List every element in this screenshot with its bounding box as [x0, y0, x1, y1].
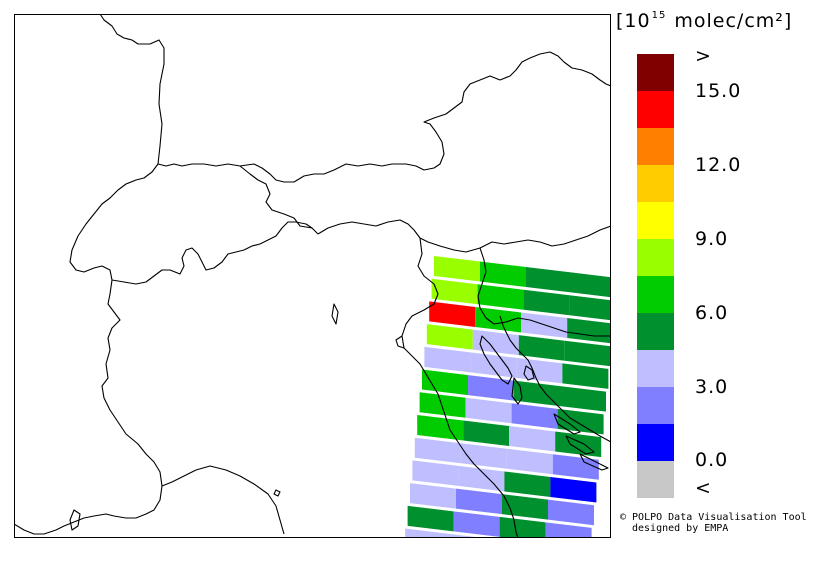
- island-dalmatia-2: [565, 435, 595, 455]
- swath-pixel: [458, 465, 505, 492]
- border-north: [99, 14, 611, 183]
- coast-croatia: [499, 315, 611, 443]
- swath-pixel: [470, 352, 517, 378]
- swath-pixel: [465, 397, 512, 424]
- swath-pixel: [502, 494, 548, 520]
- border-slovenia: [477, 247, 611, 337]
- swath-pixel: [557, 408, 604, 435]
- swath-pixel: [431, 278, 478, 305]
- swath-pixel: [426, 324, 473, 350]
- swath-pixel: [552, 454, 599, 480]
- colorbar-label-15: 15.0: [695, 80, 742, 102]
- colorbar-cell: [637, 350, 674, 387]
- swath-pixel: [405, 528, 452, 538]
- map-frame: [14, 14, 611, 538]
- colorbar-unit-label: [1015 molec/cm²]: [616, 10, 793, 32]
- swath-pixel: [516, 357, 563, 384]
- colorbar-cell: [637, 165, 674, 202]
- country-borders: [14, 14, 611, 538]
- swath-pixel: [429, 301, 476, 327]
- colorbar-label-under: <: [695, 477, 712, 499]
- swath-pixel: [477, 284, 524, 310]
- island-corsica: [69, 509, 81, 531]
- colorbar-label-0: 0.0: [695, 449, 729, 471]
- island-elba: [273, 489, 281, 497]
- swath-pixel: [518, 335, 565, 361]
- swath-pixel: [569, 295, 611, 321]
- colorbar: [637, 54, 674, 498]
- swath-pixel: [511, 403, 558, 429]
- swath-pixel: [422, 369, 468, 396]
- swath-pixel: [412, 460, 459, 486]
- swath-pixel: [506, 448, 553, 475]
- swath-pixel: [417, 414, 464, 441]
- swath-pixel: [475, 306, 522, 333]
- swath-pixel: [567, 317, 611, 344]
- border-swiss-austria: [239, 165, 313, 229]
- colorbar-label-12: 12.0: [695, 154, 742, 176]
- swath-pixel: [407, 505, 454, 532]
- swath-pixel: [453, 511, 500, 537]
- swath-pixel: [514, 380, 560, 407]
- satellite-swath: [405, 256, 611, 538]
- colorbar-label-over: >: [695, 45, 712, 67]
- border-swiss-italy: [111, 221, 319, 285]
- swath-pixel: [564, 340, 611, 367]
- lake-garda: [331, 303, 339, 325]
- swath-pixel: [560, 386, 606, 412]
- credit-text: © POLPO Data Visualisation Tool designed…: [620, 512, 807, 534]
- map-panel[interactable]: [14, 14, 611, 538]
- island-dalmatia-1: [553, 413, 581, 435]
- island-cres: [511, 377, 523, 405]
- border-west: [14, 163, 163, 535]
- colorbar-cell: [637, 424, 674, 461]
- credit-line-1: © POLPO Data Visualisation Tool: [620, 512, 807, 523]
- swath-pixel: [526, 267, 572, 293]
- swath-pixel: [523, 289, 570, 316]
- swath-pixel: [545, 522, 592, 538]
- credit-line-2: designed by EMPA: [632, 523, 729, 534]
- swath-pixel: [463, 420, 510, 447]
- colorbar-cell: [637, 313, 674, 350]
- swath-pixel: [468, 375, 514, 401]
- coast-adriatic: [401, 237, 519, 538]
- swath-pixel: [562, 363, 609, 389]
- colorbar-cell: [637, 387, 674, 424]
- colorbar-label-9: 9.0: [695, 228, 729, 250]
- swath-pixel: [550, 476, 597, 503]
- swath-pixel: [555, 431, 602, 458]
- swath-pixel: [572, 272, 611, 298]
- swath-pixel: [509, 426, 556, 452]
- coast-istria: [479, 335, 513, 385]
- map-canvas[interactable]: [14, 14, 611, 538]
- island-krk: [523, 365, 535, 381]
- swath-pixel: [499, 516, 546, 538]
- swath-pixel: [480, 261, 526, 288]
- colorbar-label-6: 6.0: [695, 302, 729, 324]
- colorbar-cell: [637, 276, 674, 313]
- colorbar-cell: [637, 54, 674, 91]
- swath-pixel: [456, 488, 502, 515]
- colorbar-cell: [637, 128, 674, 165]
- swath-pixel: [410, 483, 456, 509]
- swath-pixel: [472, 329, 519, 356]
- swath-pixel: [424, 346, 471, 373]
- swath-pixel: [434, 256, 480, 282]
- coast-ligurian: [161, 465, 285, 535]
- colorbar-cell: [637, 239, 674, 276]
- swath-pixel: [504, 471, 551, 497]
- colorbar-label-3: 3.0: [695, 376, 729, 398]
- swath-pixel: [548, 499, 594, 526]
- colorbar-cell: [637, 202, 674, 239]
- colorbar-cell: [637, 461, 674, 498]
- island-dalmatia-3: [579, 453, 609, 471]
- border-austria-italy: [317, 219, 611, 253]
- swath-pixel: [419, 392, 466, 418]
- colorbar-cell: [637, 91, 674, 128]
- coast-venice: [395, 335, 405, 349]
- swath-pixel: [414, 437, 461, 464]
